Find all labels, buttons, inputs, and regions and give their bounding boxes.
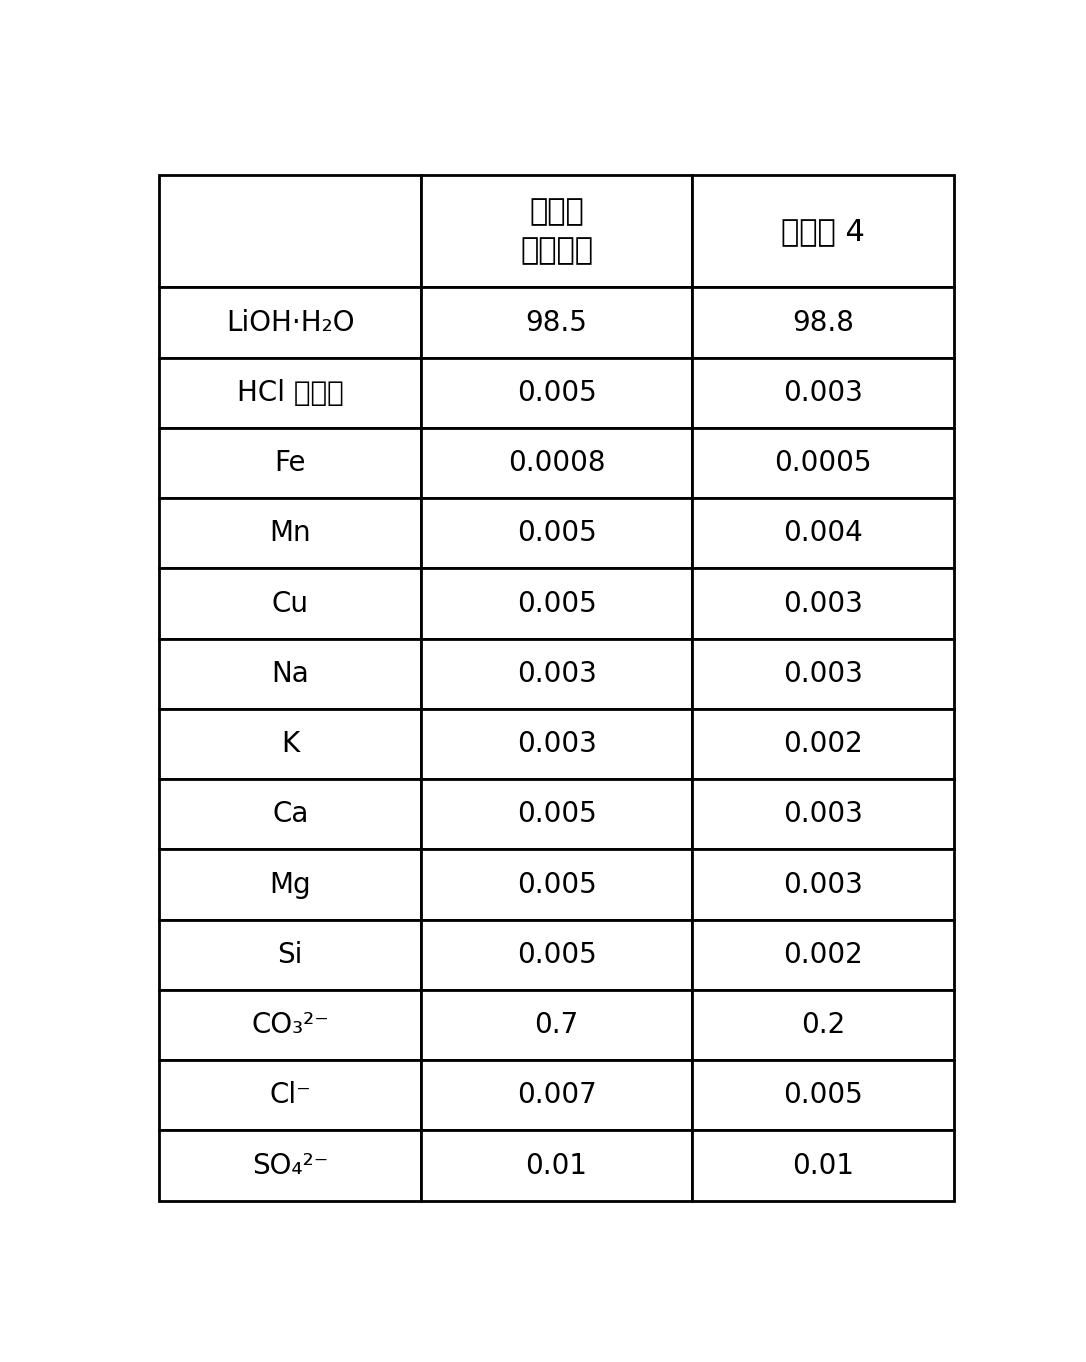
Bar	[421, 1130, 692, 1201]
Text: Fe: Fe	[275, 449, 306, 477]
Bar	[692, 428, 955, 498]
Text: 0.003: 0.003	[517, 659, 596, 688]
Bar	[421, 358, 692, 428]
Bar	[159, 639, 421, 708]
Text: 实施例 4: 实施例 4	[781, 217, 864, 245]
Text: 98.5: 98.5	[526, 309, 588, 336]
Bar	[692, 498, 955, 568]
Text: Cu: Cu	[272, 590, 308, 617]
Text: 0.005: 0.005	[783, 1081, 862, 1109]
Text: Na: Na	[272, 659, 310, 688]
Bar	[159, 428, 421, 498]
Text: LiOH·H₂O: LiOH·H₂O	[226, 309, 354, 336]
Text: 电池级: 电池级	[529, 197, 584, 226]
Text: 0.01: 0.01	[526, 1151, 588, 1179]
Bar	[159, 1060, 421, 1130]
Bar	[692, 174, 955, 287]
Text: Si: Si	[278, 941, 303, 968]
Bar	[421, 708, 692, 779]
Text: 98.8: 98.8	[792, 309, 854, 336]
Bar	[421, 428, 692, 498]
Bar	[692, 919, 955, 990]
Text: 0.0005: 0.0005	[774, 449, 872, 477]
Bar	[159, 708, 421, 779]
Bar	[159, 1130, 421, 1201]
Bar	[692, 708, 955, 779]
Bar	[421, 639, 692, 708]
Text: 0.7: 0.7	[534, 1011, 579, 1039]
Text: HCl 不溶物: HCl 不溶物	[237, 379, 343, 407]
Bar	[692, 568, 955, 639]
Text: Mg: Mg	[269, 870, 311, 899]
Bar	[692, 779, 955, 850]
Text: 0.01: 0.01	[792, 1151, 854, 1179]
Bar	[159, 498, 421, 568]
Text: 0.002: 0.002	[783, 941, 862, 968]
Bar	[159, 287, 421, 358]
Text: 0.003: 0.003	[783, 590, 863, 617]
Bar	[692, 1130, 955, 1201]
Text: 0.007: 0.007	[517, 1081, 596, 1109]
Text: 国家标准: 国家标准	[520, 236, 593, 264]
Bar	[692, 990, 955, 1060]
Text: 0.003: 0.003	[783, 801, 863, 828]
Text: 0.0008: 0.0008	[508, 449, 605, 477]
Text: 0.004: 0.004	[783, 519, 862, 548]
Bar	[159, 358, 421, 428]
Bar	[159, 779, 421, 850]
Bar	[421, 850, 692, 919]
Text: K: K	[281, 730, 300, 759]
Bar	[421, 498, 692, 568]
Bar	[421, 990, 692, 1060]
Bar	[159, 568, 421, 639]
Bar	[159, 174, 421, 287]
Bar	[421, 568, 692, 639]
Text: SO₄²⁻: SO₄²⁻	[252, 1151, 328, 1179]
Bar	[159, 850, 421, 919]
Bar	[692, 639, 955, 708]
Bar	[692, 1060, 955, 1130]
Text: 0.005: 0.005	[517, 590, 596, 617]
Bar	[421, 174, 692, 287]
Bar	[692, 850, 955, 919]
Bar	[159, 990, 421, 1060]
Text: 0.003: 0.003	[517, 730, 596, 759]
Text: 0.005: 0.005	[517, 379, 596, 407]
Bar	[692, 287, 955, 358]
Text: 0.005: 0.005	[517, 870, 596, 899]
Bar	[692, 358, 955, 428]
Text: CO₃²⁻: CO₃²⁻	[251, 1011, 329, 1039]
Bar	[421, 779, 692, 850]
Text: 0.003: 0.003	[783, 870, 863, 899]
Text: 0.003: 0.003	[783, 659, 863, 688]
Text: 0.005: 0.005	[517, 941, 596, 968]
Text: 0.005: 0.005	[517, 801, 596, 828]
Bar	[159, 919, 421, 990]
Text: 0.003: 0.003	[783, 379, 863, 407]
Text: Cl⁻: Cl⁻	[269, 1081, 311, 1109]
Bar	[421, 287, 692, 358]
Text: Mn: Mn	[269, 519, 311, 548]
Text: 0.2: 0.2	[800, 1011, 845, 1039]
Text: Ca: Ca	[272, 801, 308, 828]
Bar	[421, 919, 692, 990]
Text: 0.005: 0.005	[517, 519, 596, 548]
Bar	[421, 1060, 692, 1130]
Text: 0.002: 0.002	[783, 730, 862, 759]
